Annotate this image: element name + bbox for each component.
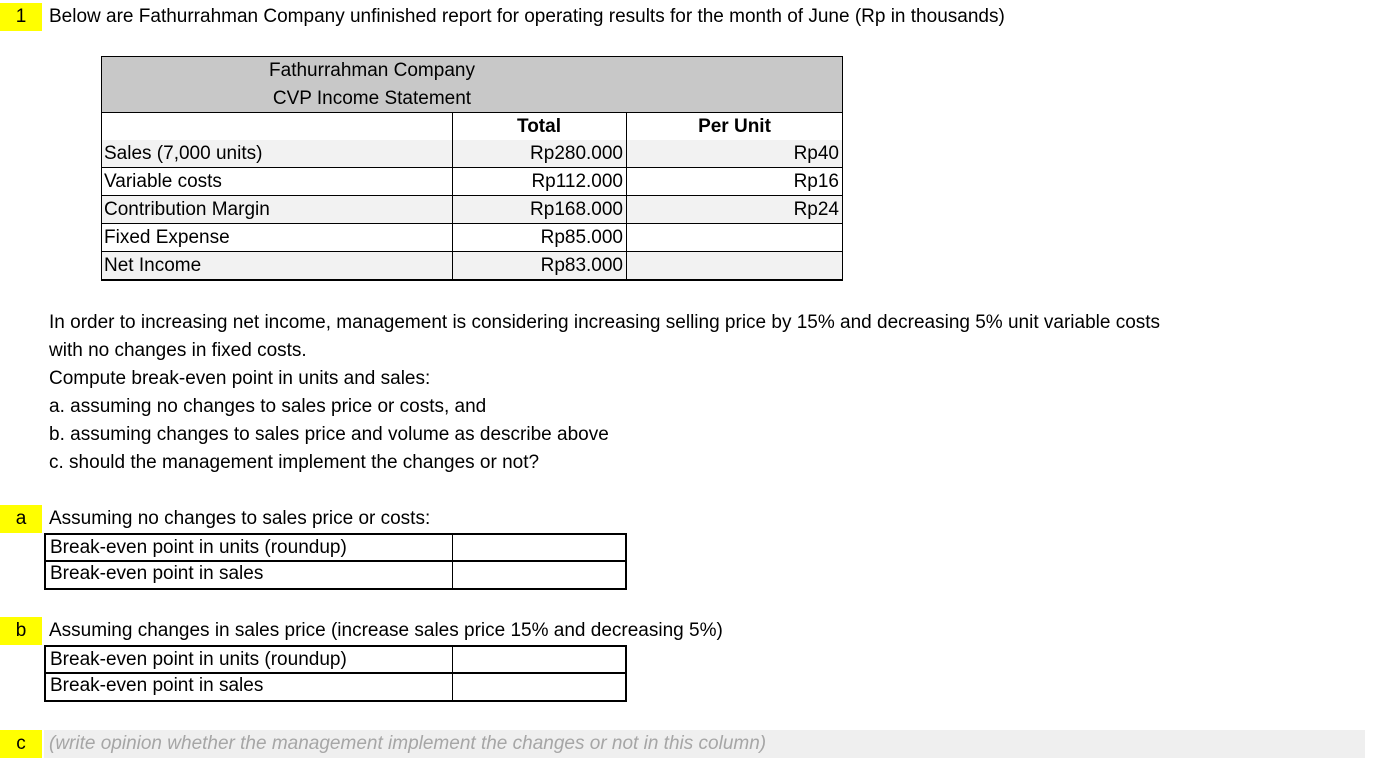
table-row [101,140,843,168]
title-text: Fathurrahman Company [269,60,475,81]
col-header: Total [517,116,561,137]
part-c-placeholder[interactable]: (write opinion whether the management im… [44,730,1365,758]
part-title: Assuming no changes to sales price or co… [49,508,431,529]
answer-cell[interactable] [452,533,627,562]
question-text: Below are Fathurrahman Company unfinishe… [49,6,1005,27]
col-header: Per Unit [698,116,771,137]
part-c-label: c [0,730,42,758]
table-row [101,252,843,280]
table-cell: Fixed Expense [104,227,230,248]
answer-label: Break-even point in sales [44,561,453,590]
subtitle-text: CVP Income Statement [272,88,472,109]
instruction-line: Compute break-even point in units and sa… [49,368,431,389]
table-outline [101,140,843,281]
question-number: 1 [0,3,42,31]
instruction-line: with no changes in fixed costs. [49,340,307,361]
table-title: Fathurrahman Company [101,57,843,85]
table-subtitle: CVP Income Statement [101,85,843,113]
answer-cell[interactable] [452,561,627,590]
answer-cell[interactable] [452,645,627,674]
table-header [101,56,843,113]
instruction-line: a. assuming no changes to sales price or… [49,396,487,417]
table-row [101,224,843,252]
answer-cell[interactable] [452,673,627,702]
col-divider [452,140,627,281]
answer-label: Break-even point in units (roundup) [44,645,453,674]
table-cell: Variable costs [104,171,222,192]
table-row [101,196,843,224]
instruction-line: In order to increasing net income, manag… [49,312,1161,333]
table-row [101,168,843,196]
table-cell: Net Income [104,255,202,276]
answer-label: Break-even point in units (roundup) [44,533,453,562]
instruction-line: b. assuming changes to sales price and v… [49,424,609,445]
instruction-line: c. should the management implement the c… [49,452,540,473]
part-title: Assuming changes in sales price (increas… [49,620,723,641]
table-cell: Sales (7,000 units) [104,143,263,164]
part-label: a [0,505,42,533]
answer-label: Break-even point in sales [44,673,453,702]
table-cell: Contribution Margin [104,199,270,220]
part-label: b [0,617,42,645]
